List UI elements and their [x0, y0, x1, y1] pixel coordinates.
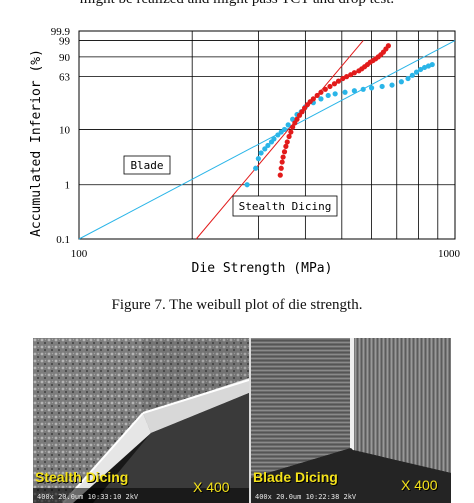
stealth-point — [290, 124, 296, 130]
stealth-point — [286, 133, 292, 140]
stealth-point — [278, 165, 284, 171]
stealth-point — [294, 116, 300, 122]
blade-point — [325, 92, 331, 99]
sem-right-label: Blade Dicing — [253, 469, 338, 485]
blade-point — [398, 79, 404, 85]
stealth-point — [281, 149, 288, 155]
stealth-point — [331, 81, 338, 87]
sem-image-blade: Blade Dicing X 400 400x 20.0um 10:22:38 … — [251, 338, 451, 503]
stealth-point — [283, 143, 289, 149]
weibull-chart: 99.999 90 63 10 1 0.1 100 1000 Accumulated Inf… — [29, 26, 461, 276]
blade-point — [409, 72, 415, 78]
stealth-annotation: Stealth Dicing — [232, 195, 338, 217]
blade-fit-line — [78, 40, 456, 240]
y-tick-label: 99.9 — [51, 26, 71, 38]
stealth-point — [279, 159, 285, 165]
blade-point — [413, 69, 420, 75]
blade-point — [351, 88, 357, 94]
stealth-point — [351, 70, 357, 76]
blade-annotation: Blade — [123, 155, 171, 175]
blade-point — [253, 165, 259, 171]
plot-frame — [78, 30, 456, 240]
blade-point — [271, 136, 277, 142]
blade-point — [265, 142, 271, 149]
blade-point — [318, 96, 324, 102]
stealth-point — [277, 172, 283, 178]
stealth-point — [335, 78, 342, 84]
blade-point — [389, 82, 395, 88]
stealth-point — [288, 129, 294, 135]
fit-lines — [78, 40, 456, 240]
sem-left-info: 400x 20.0um 10:33:10 2kV — [37, 493, 139, 501]
y-axis-label: Accumulated Inferior (%) — [29, 49, 44, 237]
sem-left-magnification: X 400 — [193, 479, 230, 495]
stealth-point — [310, 96, 316, 102]
sem-image-stealth: Stealth Dicing X 400 400x 20.0um 10:33:1… — [33, 338, 249, 503]
y-tick-label: 90 — [59, 52, 71, 64]
y-tick-labels: 99.999 90 63 10 1 0.1 — [51, 26, 71, 246]
blade-point — [285, 122, 291, 128]
x-tick-label: 100 — [71, 248, 88, 260]
figure-caption: Figure 7. The weibull plot of die streng… — [111, 297, 363, 313]
stealth-point — [284, 139, 290, 145]
svg-text:Stealth Dicing: Stealth Dicing — [239, 200, 332, 213]
stealth-point — [314, 92, 320, 99]
y-tick-label: 10 — [59, 124, 71, 136]
stealth-point — [322, 86, 328, 92]
blade-point — [262, 146, 268, 152]
y-tick-label: 99 — [59, 36, 71, 48]
blade-point — [281, 126, 288, 133]
blade-point — [405, 75, 411, 82]
stealth-point — [280, 154, 286, 160]
stealth-point — [344, 74, 350, 80]
stealth-point — [340, 75, 346, 82]
preceding-body-text: might be realized and might pass TCT and… — [0, 0, 474, 8]
x-axis-label: Die Strength (MPa) — [192, 261, 333, 276]
stealth-point — [318, 89, 324, 95]
chart-grid — [79, 31, 455, 239]
blade-point — [258, 150, 264, 156]
data-points — [244, 43, 435, 188]
stealth-point — [299, 109, 305, 115]
sem-divider — [249, 338, 251, 503]
blade-point — [342, 89, 348, 95]
x-tick-labels: 100 1000 — [71, 248, 461, 260]
blade-point — [429, 61, 435, 68]
blade-point — [417, 66, 424, 73]
stealth-fit-line — [195, 40, 364, 240]
sem-image-pair: Stealth Dicing X 400 400x 20.0um 10:33:1… — [33, 338, 451, 503]
stealth-point — [327, 83, 333, 90]
y-tick-label: 63 — [59, 72, 71, 84]
sem-right-magnification: X 400 — [401, 477, 438, 493]
sem-left-label: Stealth Dicing — [35, 469, 129, 485]
y-tick-label: 0.1 — [56, 234, 70, 246]
blade-point — [244, 182, 250, 188]
blade-point — [379, 83, 385, 90]
sem-right-info: 400x 20.0um 10:22:38 2kV — [255, 493, 357, 501]
y-tick-label: 1 — [65, 180, 71, 192]
svg-text:Blade: Blade — [130, 159, 163, 172]
x-tick-label: 1000 — [438, 248, 461, 260]
blade-point — [255, 156, 261, 162]
blade-point — [332, 91, 338, 97]
stealth-point — [385, 43, 391, 49]
blade-point — [368, 85, 375, 91]
blade-point — [360, 86, 366, 92]
